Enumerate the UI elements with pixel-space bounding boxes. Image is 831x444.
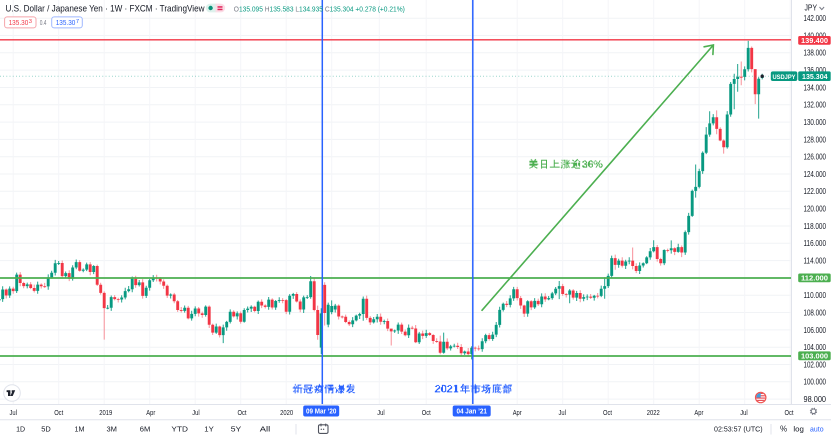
svg-text:103.000: 103.000 — [801, 352, 828, 361]
svg-text:98.000: 98.000 — [804, 395, 827, 404]
svg-text:3M: 3M — [106, 425, 117, 434]
svg-text:Jul: Jul — [740, 408, 748, 417]
svg-text:%: % — [780, 425, 787, 434]
svg-text:5Y: 5Y — [231, 425, 242, 434]
svg-text:135.30: 135.30 — [56, 18, 76, 27]
svg-text:3: 3 — [29, 19, 32, 25]
svg-text:Jul: Jul — [377, 408, 385, 417]
svg-text:110.000: 110.000 — [804, 291, 827, 300]
svg-text:Jul: Jul — [10, 408, 18, 417]
svg-text:Jul: Jul — [559, 408, 567, 417]
svg-text:116.000: 116.000 — [804, 239, 827, 248]
svg-text:09 Mar ’20: 09 Mar ’20 — [306, 407, 337, 416]
svg-text:1M: 1M — [75, 425, 85, 434]
svg-text:100.000: 100.000 — [804, 378, 827, 387]
svg-text:5D: 5D — [41, 425, 51, 434]
svg-text:126.000: 126.000 — [804, 153, 827, 162]
svg-text:Jul: Jul — [192, 408, 200, 417]
svg-text:Apr: Apr — [513, 408, 522, 417]
svg-text:Oct: Oct — [422, 408, 431, 417]
svg-text:135.30: 135.30 — [9, 18, 29, 27]
svg-text:132.000: 132.000 — [804, 101, 827, 110]
svg-text:Apr: Apr — [694, 408, 703, 417]
svg-text:135.304: 135.304 — [802, 72, 828, 81]
svg-text:YTD: YTD — [171, 425, 188, 434]
svg-text:2022: 2022 — [647, 408, 660, 417]
svg-text:2019: 2019 — [99, 408, 112, 417]
svg-text:142.000: 142.000 — [804, 14, 827, 23]
svg-text:2020: 2020 — [280, 408, 293, 417]
svg-text:JPY: JPY — [805, 3, 818, 12]
svg-text:106.000: 106.000 — [804, 326, 827, 335]
svg-text:138.000: 138.000 — [804, 49, 827, 58]
svg-text:6M: 6M — [140, 425, 151, 434]
svg-text:U.S. Dollar / Japanese Yen · 1: U.S. Dollar / Japanese Yen · 1W · FXCM ·… — [6, 3, 205, 13]
svg-text:Oct: Oct — [238, 408, 247, 417]
svg-text:02:53:57 (UTC): 02:53:57 (UTC) — [714, 425, 763, 434]
svg-text:114.000: 114.000 — [804, 256, 827, 265]
svg-text:7: 7 — [76, 19, 79, 25]
svg-text:1D: 1D — [16, 425, 25, 434]
svg-text:124.000: 124.000 — [804, 170, 827, 179]
svg-text:04 Jan ’21: 04 Jan ’21 — [456, 407, 487, 416]
svg-text:O135.095 H135.583 L134.935 C13: O135.095 H135.583 L134.935 C135.304 +0.2… — [234, 4, 405, 13]
svg-text:130.000: 130.000 — [804, 118, 827, 127]
svg-text:118.000: 118.000 — [804, 222, 827, 231]
svg-text:112.000: 112.000 — [801, 274, 828, 283]
svg-text:139.400: 139.400 — [801, 36, 828, 45]
svg-text:Oct: Oct — [603, 408, 612, 417]
svg-text:USDJPY: USDJPY — [772, 74, 795, 81]
svg-text:122.000: 122.000 — [804, 187, 827, 196]
svg-text:108.000: 108.000 — [804, 308, 827, 317]
svg-text:log: log — [793, 425, 804, 434]
svg-text:Oct: Oct — [785, 408, 794, 417]
svg-text:134.000: 134.000 — [804, 83, 827, 92]
svg-text:128.000: 128.000 — [804, 135, 827, 144]
svg-text:Oct: Oct — [54, 408, 63, 417]
svg-text:All: All — [260, 425, 271, 434]
svg-text:Apr: Apr — [146, 408, 155, 417]
svg-text:102.000: 102.000 — [804, 360, 827, 369]
svg-text:1Y: 1Y — [204, 425, 214, 434]
svg-text:120.000: 120.000 — [804, 205, 827, 214]
svg-text:auto: auto — [810, 425, 824, 434]
svg-text:0.4: 0.4 — [40, 18, 47, 27]
